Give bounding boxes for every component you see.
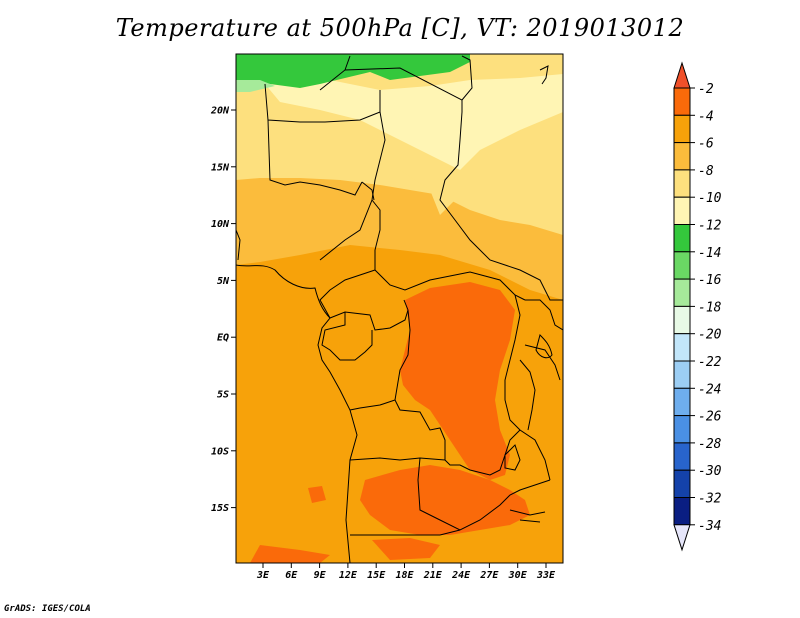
colorbar-label: -22 — [698, 355, 722, 370]
colorbar-label: -32 — [698, 492, 722, 507]
lon-label: 33E — [536, 570, 556, 581]
colorbar-label: -12 — [698, 219, 722, 234]
colorbar-segment — [673, 497, 691, 526]
colorbar-label: -6 — [698, 137, 714, 152]
colorbar-segment — [673, 442, 691, 471]
lat-label: EQ — [217, 333, 229, 344]
lon-label: 9E — [314, 570, 327, 581]
colorbar-segment — [673, 333, 691, 362]
lat-label: 15N — [211, 162, 230, 173]
lon-label: 24E — [451, 570, 471, 581]
lat-label: 10N — [211, 219, 230, 230]
colorbar-label: -24 — [698, 382, 721, 397]
map-frame — [235, 53, 564, 564]
colorbar-bottom-triangle — [673, 524, 691, 552]
lat-label: 15S — [211, 503, 229, 514]
colorbar-segment — [673, 305, 691, 335]
temperature-field — [236, 54, 563, 563]
colorbar-segment — [673, 469, 691, 499]
colorbar-label: -4 — [698, 109, 714, 124]
map-title: Temperature at 500hPa [C], VT: 201901301… — [115, 14, 685, 42]
colorbar-segment — [673, 415, 691, 444]
lon-label: 3E — [256, 570, 270, 581]
colorbar-label: -26 — [698, 410, 722, 425]
colorbar-segment — [673, 196, 691, 225]
grads-credit: GrADS: IGES/COLA — [4, 604, 91, 614]
lat-label: 20N — [210, 106, 230, 117]
colorbar-segment — [673, 87, 691, 116]
colorbar-label: -18 — [698, 300, 722, 315]
lat-label: 10S — [211, 446, 229, 457]
colorbar: -2 -4 -6 -8 -10 -12 -14 -16 -18 -20 -22 -24 -26 -28 -3… — [673, 61, 722, 552]
colorbar-label: -16 — [698, 273, 722, 288]
lon-label: 21E — [423, 570, 443, 581]
lon-label: 15E — [367, 570, 386, 581]
lon-label: 30E — [508, 570, 528, 581]
colorbar-label: -30 — [698, 464, 722, 479]
colorbar-segment — [673, 251, 691, 280]
latitude-axis: 20N 15N 10N 5N EQ 5S 10S 15S — [210, 106, 236, 514]
longitude-axis: 3E 6E 9E 12E 15E 18E 21E 24E 27E 30E 33E — [256, 563, 556, 581]
colorbar-label: -2 — [698, 82, 714, 97]
colorbar-top-triangle — [673, 61, 691, 89]
lat-label: 5S — [217, 390, 229, 401]
lon-label: 18E — [395, 570, 414, 581]
colorbar-segment — [673, 169, 691, 198]
colorbar-label: -28 — [698, 437, 722, 452]
colorbar-segment — [673, 142, 691, 171]
colorbar-segment — [673, 278, 691, 307]
colorbar-label: -34 — [698, 519, 721, 534]
lon-label: 6E — [285, 570, 298, 581]
colorbar-segment — [673, 224, 691, 253]
colorbar-segment — [673, 387, 691, 417]
colorbar-segment — [673, 114, 691, 144]
lon-label: 27E — [479, 570, 499, 581]
colorbar-label: -20 — [698, 328, 722, 343]
colorbar-label: -14 — [698, 246, 721, 261]
colorbar-label: -10 — [698, 191, 722, 206]
lat-label: 5N — [217, 276, 230, 287]
colorbar-label: -8 — [698, 164, 714, 179]
country-borders — [236, 55, 563, 563]
lon-label: 12E — [339, 570, 358, 581]
colorbar-segment — [673, 360, 691, 389]
